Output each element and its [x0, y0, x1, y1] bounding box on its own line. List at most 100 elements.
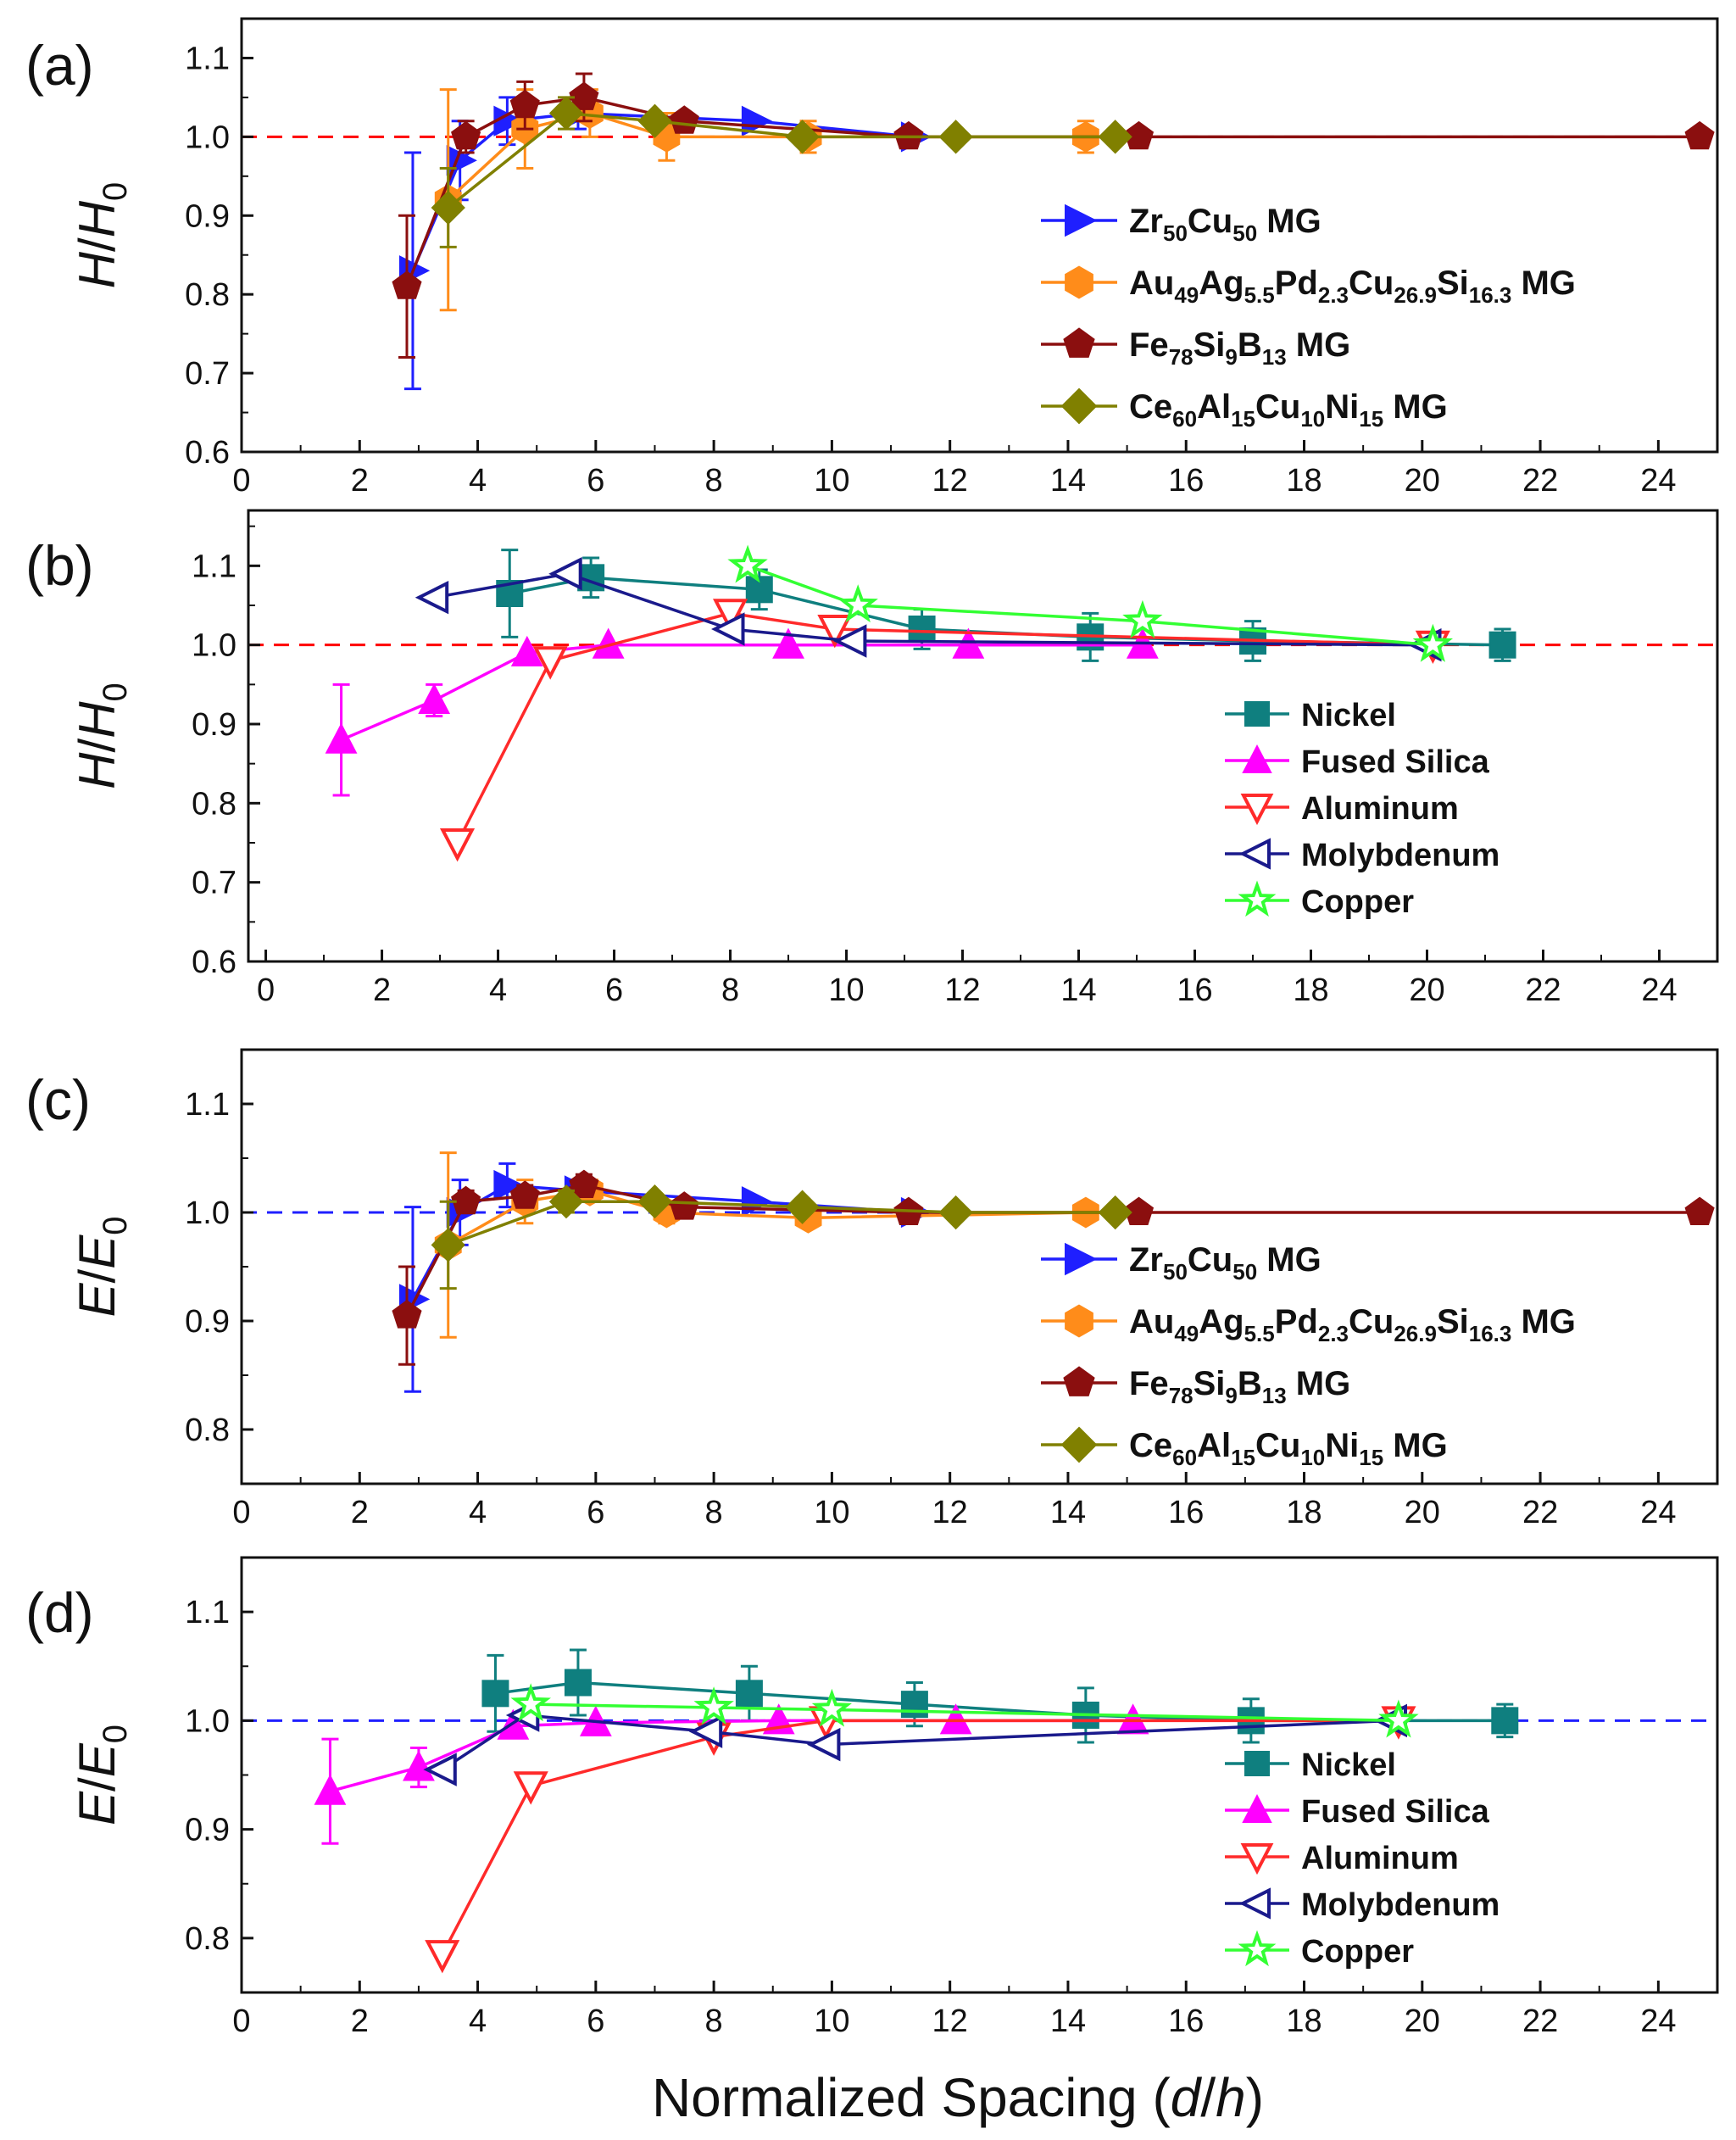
y-axis-label: E/E0 — [69, 1217, 134, 1318]
legend-text-part: 16.3 — [1469, 282, 1512, 308]
x-tick-label: 20 — [1409, 972, 1444, 1008]
data-point — [510, 1683, 551, 1722]
x-tick-label: 24 — [1641, 972, 1677, 1008]
data-point — [418, 683, 451, 714]
panel-label: (a) — [25, 34, 94, 97]
legend-text-part: 49 — [1174, 282, 1199, 308]
y-axis-label-var: E — [69, 1791, 125, 1825]
legend-entry: Fe78Si9B13 MG — [1129, 326, 1350, 370]
legend-text-part: 78 — [1169, 1383, 1194, 1408]
legend-text-part: 9 — [1225, 1383, 1237, 1408]
series-4 — [510, 1683, 1419, 1738]
x-tick-label: 2 — [351, 2003, 369, 2039]
data-point — [325, 722, 358, 754]
legend-text-part: Fe — [1129, 326, 1169, 364]
legend-entry: Au49Ag5.5Pd2.3Cu26.9Si16.3 MG — [1129, 265, 1576, 308]
data-point — [481, 1680, 509, 1708]
data-point — [727, 544, 768, 583]
x-tick-label: 0 — [257, 972, 275, 1008]
legend-text-part: 13 — [1262, 1383, 1287, 1408]
data-point — [425, 1940, 460, 1974]
data-point — [1098, 1195, 1132, 1230]
legend-text-part: Ni — [1325, 1427, 1359, 1464]
x-tick-label: 24 — [1640, 1495, 1676, 1530]
data-point — [392, 270, 422, 299]
data-point — [693, 1686, 734, 1725]
x-tick-label: 10 — [814, 463, 849, 499]
y-axis-label-var: H — [69, 752, 125, 789]
legend-text-part: 26.9 — [1394, 1321, 1437, 1346]
data-point — [806, 1727, 841, 1762]
series-1 — [325, 627, 1159, 797]
legend-text-part: Cu — [1188, 203, 1232, 240]
data-point — [548, 556, 582, 591]
legend-text-part: Molybdenum — [1301, 838, 1500, 873]
panel-label: (d) — [25, 1581, 94, 1644]
legend-text-part: Au — [1129, 1303, 1174, 1340]
x-tick-label: 22 — [1525, 972, 1561, 1008]
data-point — [509, 89, 540, 119]
panel-d: (d)0 2 4 6 8 10 12 14 16 18 20 22 240.80.91.01.1E/E0… — [25, 1556, 1719, 2039]
legend-text-part: 13 — [1262, 344, 1287, 370]
legend-text-part: Au — [1129, 265, 1174, 302]
x-tick-label: 10 — [828, 972, 864, 1008]
series-3 — [431, 96, 1132, 248]
series-line — [531, 1703, 1399, 1723]
x-tick-label: 4 — [469, 463, 487, 499]
legend-text-part: Si — [1194, 326, 1226, 364]
series-line — [448, 1200, 1116, 1247]
y-axis-label-base: H — [69, 701, 125, 738]
legend-text-part: Nickel — [1301, 1747, 1396, 1783]
series-0 — [481, 1648, 1519, 1744]
legend-marker — [1242, 1794, 1272, 1823]
data-point — [439, 828, 476, 862]
data-point — [532, 646, 568, 680]
y-tick-label: 0.8 — [185, 277, 230, 313]
data-point — [415, 580, 449, 615]
x-tick-label: 12 — [944, 972, 980, 1008]
data-point — [938, 120, 973, 154]
axes-frame — [247, 509, 1719, 963]
data-point — [431, 1228, 465, 1262]
legend-marker — [1244, 1751, 1270, 1776]
data-point — [837, 584, 878, 623]
legend-entry: Copper — [1301, 1934, 1414, 1970]
data-point — [1098, 120, 1132, 154]
x-tick-label: 18 — [1286, 463, 1321, 499]
y-tick-label: 1.1 — [192, 549, 236, 584]
legend-text-part: 10 — [1300, 1445, 1325, 1470]
x-tick-label: 18 — [1286, 2003, 1321, 2039]
legend-text-part: Copper — [1301, 1934, 1414, 1970]
legend-marker — [1238, 880, 1277, 917]
legend-entry: Au49Ag5.5Pd2.3Cu26.9Si16.3 MG — [1129, 1303, 1576, 1346]
legend-text-part: Ni — [1325, 388, 1359, 426]
legend-marker — [1065, 203, 1098, 237]
series-line — [747, 564, 1433, 647]
y-tick-label: 0.6 — [185, 435, 230, 471]
legend-text-part: 15 — [1359, 406, 1383, 432]
legend-entry: Ce60Al15Cu10Ni15 MG — [1129, 388, 1448, 432]
legend-text-part: Al — [1197, 388, 1231, 426]
legend-text-part: Ce — [1129, 388, 1172, 426]
x-axis-label-d: d — [1171, 2067, 1203, 2128]
data-point — [908, 616, 936, 643]
y-tick-label: 0.8 — [192, 786, 236, 822]
legend-marker — [1238, 1887, 1271, 1920]
x-tick-label: 8 — [705, 1495, 723, 1530]
x-tick-label: 16 — [1168, 1495, 1204, 1530]
legend-entry: Aluminum — [1301, 1841, 1459, 1876]
data-point — [637, 1184, 672, 1219]
legend-text-part: B — [1238, 1365, 1262, 1402]
legend-text-part: Zr — [1129, 203, 1163, 240]
data-point — [1378, 1699, 1419, 1738]
y-axis-label-var: H — [69, 251, 125, 288]
data-point — [1491, 1707, 1519, 1735]
y-axis-label-sub: 0 — [97, 182, 134, 201]
legend-text-part: Fe — [1129, 1365, 1169, 1402]
axes-frame — [240, 1048, 1719, 1485]
legend-text-part: Al — [1197, 1427, 1231, 1464]
legend-marker — [1065, 265, 1093, 299]
data-point — [713, 599, 748, 633]
